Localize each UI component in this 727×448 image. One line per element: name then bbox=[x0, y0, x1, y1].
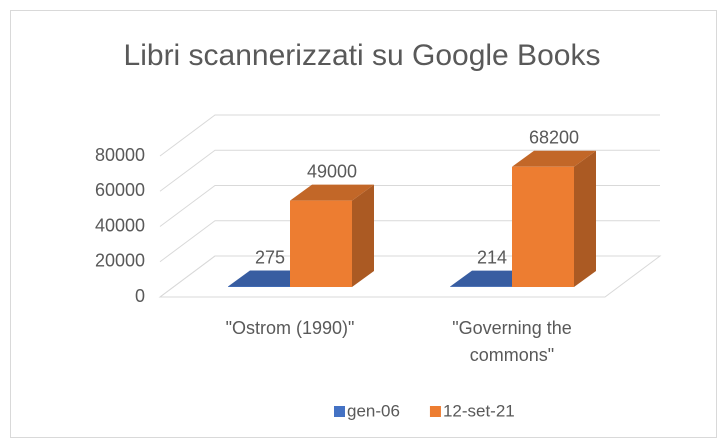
grid-line bbox=[159, 149, 660, 192]
bar-top bbox=[290, 184, 374, 201]
bar-side bbox=[574, 150, 596, 287]
legend-swatch bbox=[429, 406, 441, 417]
legend-swatch bbox=[334, 406, 345, 417]
value-label: 68200 bbox=[529, 128, 579, 148]
y-tick-label: 40000 bbox=[95, 215, 145, 235]
bar-top bbox=[512, 150, 596, 167]
x-tick-label: "Governing the commons" bbox=[452, 318, 572, 365]
grid-line bbox=[159, 220, 660, 263]
bar-front bbox=[290, 200, 352, 287]
bar-front bbox=[512, 166, 574, 287]
value-label: 49000 bbox=[307, 161, 357, 181]
chart-title: Libri scannerizzati su Google Books bbox=[124, 39, 601, 72]
y-tick-label: 80000 bbox=[95, 145, 145, 165]
bar-side bbox=[352, 184, 374, 287]
y-tick-label: 20000 bbox=[95, 251, 145, 271]
y-tick-label: 60000 bbox=[95, 180, 145, 200]
value-label: 214 bbox=[477, 247, 507, 267]
legend-label: 12-set-21 bbox=[443, 401, 515, 420]
grid-line bbox=[159, 114, 660, 157]
value-label: 275 bbox=[255, 247, 285, 267]
x-tick-label: "Ostrom (1990)" bbox=[225, 318, 355, 338]
grid-line bbox=[159, 185, 660, 227]
floor bbox=[158, 255, 662, 298]
y-tick-label: 0 bbox=[135, 286, 145, 306]
legend-label: gen-06 bbox=[347, 401, 400, 420]
